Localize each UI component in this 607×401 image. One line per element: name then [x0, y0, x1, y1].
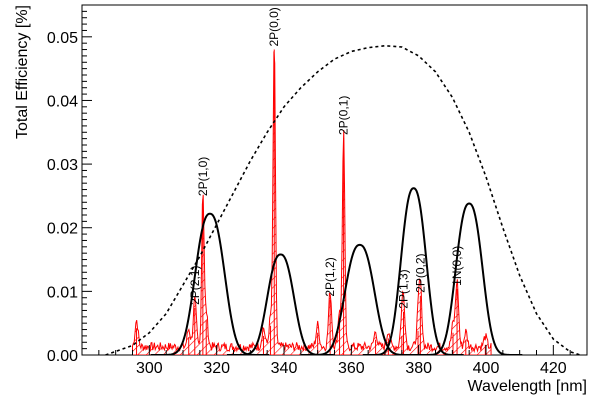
plot-frame: [81, 4, 588, 356]
filter-curve: [300, 243, 420, 355]
y-tick-label: 0.03: [47, 157, 78, 174]
peak-label: 1N(0,0): [450, 246, 464, 286]
y-tick-label: 0.02: [47, 221, 78, 238]
y-tick-label: 0.04: [47, 93, 78, 110]
y-tick-label: 0.00: [47, 348, 78, 365]
filter-curve: [150, 212, 270, 355]
filter-curve: [362, 187, 464, 355]
peak-label: 2P(2,1): [188, 266, 202, 305]
emission-spectrum: [132, 49, 492, 355]
y-axis: 0.00 0.01 0.02 0.03 0.04 0.05: [47, 4, 92, 365]
peak-label: 2P(0,1): [337, 96, 351, 135]
filter-curve: [415, 202, 523, 355]
x-tick-label: 400: [473, 360, 500, 377]
peak-label: 2P(1,3): [397, 269, 411, 308]
x-tick-label: 340: [271, 360, 298, 377]
x-tick-label: 360: [338, 360, 365, 377]
peak-label: 2P(1,2): [323, 257, 337, 296]
x-tick-label: 420: [540, 360, 567, 377]
x-tick-label: 320: [203, 360, 230, 377]
y-tick-label: 0.01: [47, 284, 78, 301]
peak-label: 2P(0,0): [267, 7, 281, 46]
y-axis-label: Total Efficiency [%]: [14, 5, 31, 139]
peak-label: 2P(0,2): [413, 253, 427, 292]
x-tick-label: 300: [136, 360, 163, 377]
peak-label: 2P(1,0): [196, 157, 210, 196]
x-axis: 300 320 340 360 380 400 420: [98, 345, 588, 377]
spectrum-area: [132, 51, 492, 355]
filter-curves: [150, 187, 523, 355]
y-tick-label: 0.05: [47, 30, 78, 47]
x-tick-label: 380: [405, 360, 432, 377]
x-axis-label: Wavelength [nm]: [468, 378, 587, 395]
peak-labels: 2P(2,1) 2P(1,0) 2P(0,0) 2P(1,2) 2P(0,1) 2P(1,…: [188, 7, 464, 309]
